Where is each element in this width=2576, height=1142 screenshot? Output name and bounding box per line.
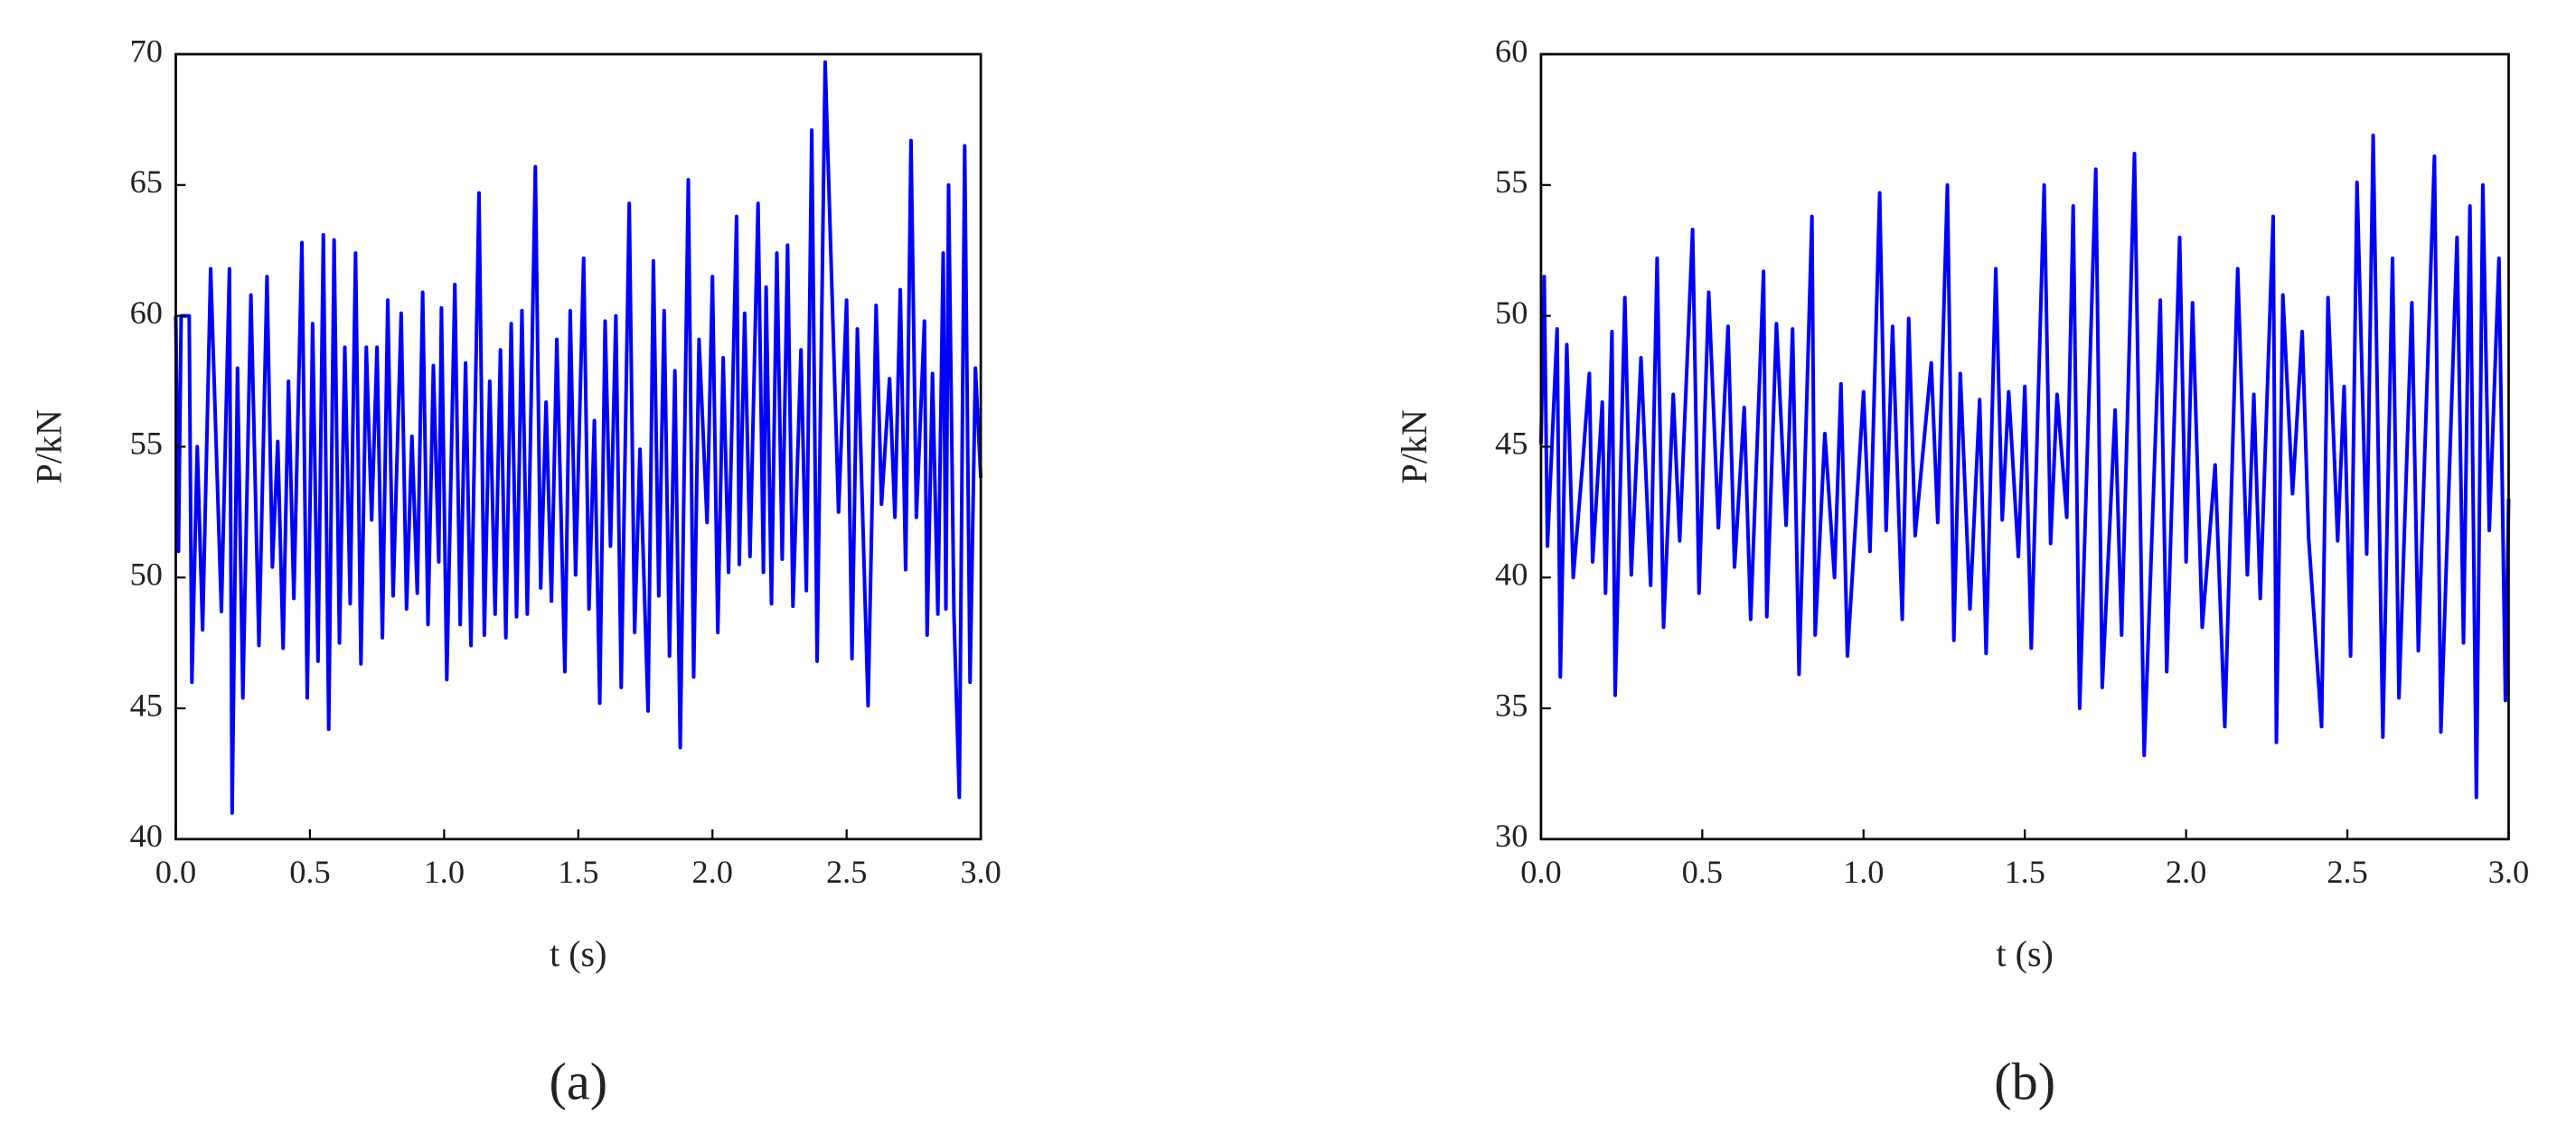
- x-axis-label: t (s): [550, 933, 606, 974]
- x-tick-label: 1.5: [558, 854, 598, 890]
- y-tick-label: 50: [1495, 295, 1528, 331]
- y-tick-label: 45: [1495, 426, 1528, 462]
- data-line: [1538, 133, 2511, 800]
- y-tick-label: 55: [130, 426, 163, 462]
- x-tick-label: 2.5: [826, 854, 867, 890]
- x-tick-label: 3.0: [2488, 854, 2529, 890]
- x-tick-label: 2.0: [2166, 854, 2206, 890]
- y-tick-label: 45: [130, 687, 163, 723]
- x-tick-label: 0.5: [1682, 854, 1723, 890]
- y-tick-label: 65: [130, 164, 163, 200]
- x-tick-label: 1.5: [2004, 854, 2045, 890]
- y-tick-label: 50: [130, 557, 163, 593]
- data-line: [174, 60, 983, 815]
- y-axis-label: P/kN: [28, 409, 69, 483]
- y-tick-label: 30: [1495, 818, 1528, 854]
- x-axis-label: t (s): [1997, 933, 2054, 974]
- panel-label: (a): [550, 1053, 608, 1111]
- y-tick-label: 60: [130, 295, 163, 331]
- x-tick-label: 0.0: [155, 854, 196, 890]
- panel-label: (b): [1994, 1053, 2055, 1111]
- y-tick-label: 40: [130, 818, 163, 854]
- x-tick-label: 0.0: [1520, 854, 1561, 890]
- x-tick-label: 0.5: [289, 854, 330, 890]
- x-tick-label: 1.0: [1843, 854, 1884, 890]
- y-tick-label: 35: [1495, 687, 1528, 723]
- y-axis-label: P/kN: [1394, 409, 1434, 483]
- x-tick-label: 1.0: [424, 854, 465, 890]
- y-tick-label: 40: [1495, 557, 1528, 593]
- y-tick-label: 55: [1495, 164, 1528, 200]
- x-tick-label: 2.0: [692, 854, 733, 890]
- x-tick-label: 2.5: [2327, 854, 2367, 890]
- y-tick-label: 60: [1495, 33, 1528, 69]
- x-tick-label: 3.0: [960, 854, 1001, 890]
- y-tick-label: 70: [130, 33, 163, 69]
